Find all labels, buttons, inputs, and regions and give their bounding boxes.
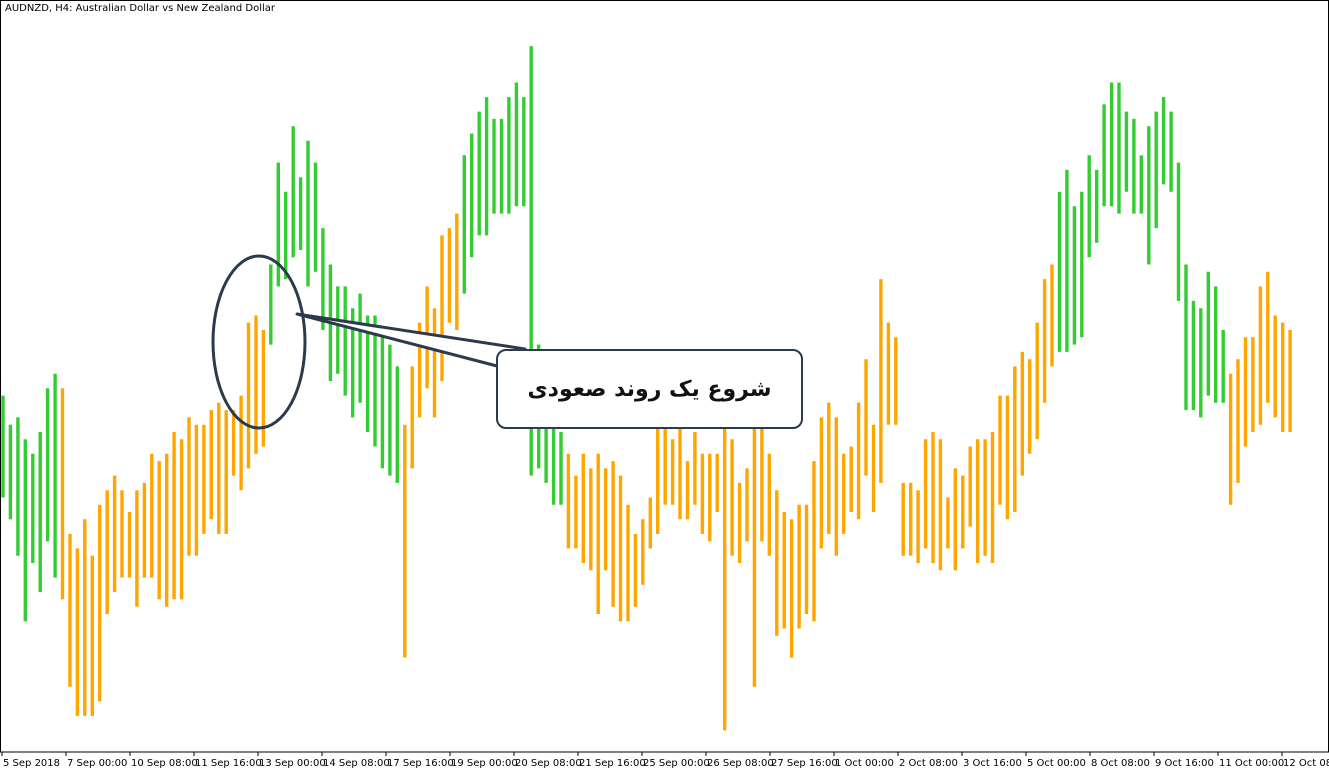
chart-title: AUDNZD, H4: Australian Dollar vs New Zea… [5,3,276,14]
time-tick-label: 17 Sep 16:00 [387,758,454,769]
time-tick-label: 25 Sep 00:00 [643,758,710,769]
time-tick-label: 26 Sep 08:00 [707,758,774,769]
callout-text: شروع یک روند صعودی [527,376,772,402]
time-tick-label: 11 Sep 16:00 [195,758,262,769]
time-tick-label: 14 Sep 08:00 [323,758,390,769]
time-tick-label: 27 Sep 16:00 [771,758,838,769]
time-tick-label: 8 Oct 08:00 [1091,758,1150,769]
price-bars [1,46,1292,731]
time-tick-label: 13 Sep 00:00 [259,758,326,769]
time-tick-label: 3 Oct 16:00 [963,758,1022,769]
time-tick-label: 1 Oct 00:00 [835,758,894,769]
time-tick-label: 10 Sep 08:00 [131,758,198,769]
time-tick-label: 5 Oct 00:00 [1027,758,1086,769]
time-tick-label: 19 Sep 00:00 [451,758,518,769]
time-tick-label: 9 Oct 16:00 [1155,758,1214,769]
time-tick-label: 21 Sep 16:00 [579,758,646,769]
highlight-ellipse [211,254,307,430]
annotation [211,254,527,430]
time-tick-label: 7 Sep 00:00 [67,758,127,769]
time-tick-label: 12 Oct 08:00 [1283,758,1329,769]
time-tick-label: 11 Oct 00:00 [1219,758,1284,769]
time-tick-label: 20 Sep 08:00 [515,758,582,769]
time-tick-label: 2 Oct 08:00 [899,758,958,769]
callout-box: شروع یک روند صعودی [496,349,803,429]
time-tick-label: 5 Sep 2018 [3,758,60,769]
